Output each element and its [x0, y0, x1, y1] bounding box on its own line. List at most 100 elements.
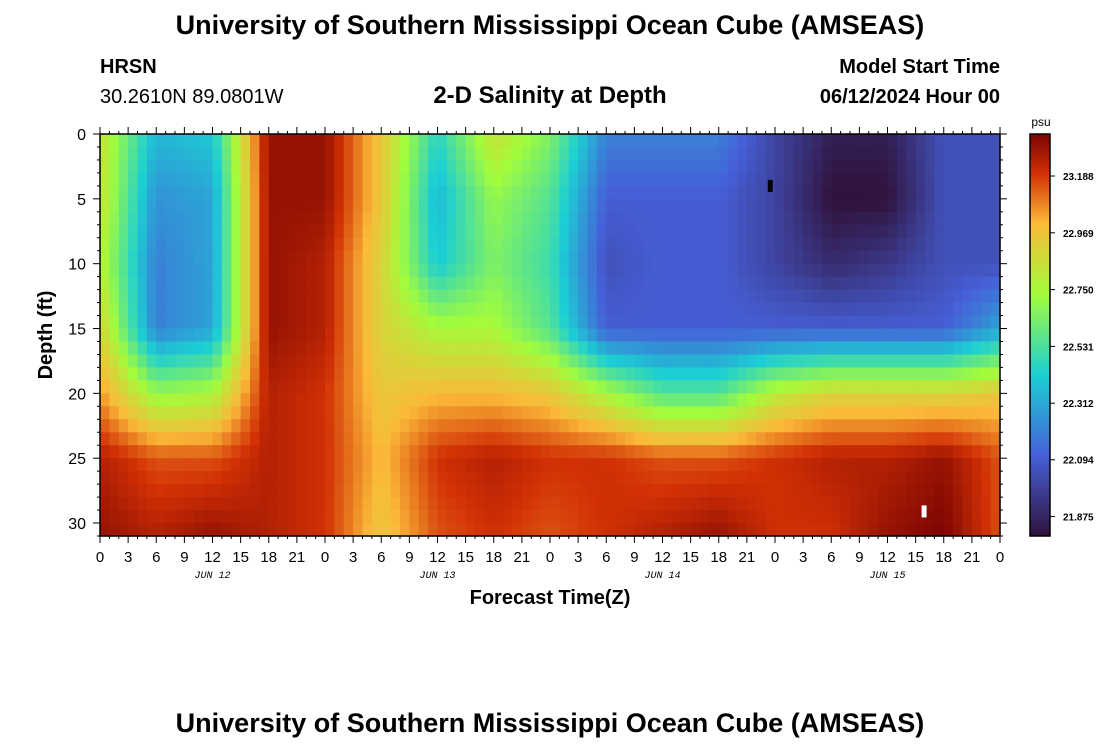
heatmap-cell	[971, 484, 982, 498]
heatmap-cell	[915, 471, 926, 485]
x-tick-label: 21	[739, 549, 756, 566]
heatmap-cell	[559, 237, 570, 252]
heatmap-cell	[212, 393, 223, 407]
heatmap-cell	[559, 224, 570, 239]
heatmap-cell	[746, 250, 757, 265]
heatmap-cell	[737, 406, 748, 420]
x-tick-label: 6	[602, 549, 610, 566]
heatmap-cell	[250, 198, 260, 213]
heatmap-cell	[690, 380, 701, 394]
heatmap-cell	[343, 198, 354, 213]
heatmap-cell	[287, 211, 298, 226]
heatmap-cell	[409, 510, 420, 524]
heatmap-cell	[250, 146, 260, 161]
heatmap-cell	[962, 367, 973, 381]
heatmap-cell	[437, 328, 448, 343]
heatmap-cell	[531, 185, 542, 200]
heatmap-cell	[418, 276, 429, 291]
heatmap-cell	[203, 354, 214, 369]
heatmap-cell	[925, 211, 935, 226]
heatmap-cell	[231, 380, 242, 394]
heatmap-cell	[250, 458, 260, 472]
heatmap-cell	[109, 341, 120, 356]
heatmap-cell	[484, 159, 495, 174]
heatmap-cell	[446, 159, 457, 174]
heatmap-cell	[156, 146, 167, 161]
heatmap-cell	[578, 198, 589, 213]
heatmap-cell	[953, 497, 964, 511]
heatmap-cell	[934, 406, 945, 420]
heatmap-cell	[296, 523, 307, 537]
heatmap-cell	[606, 393, 617, 407]
heatmap-cell	[475, 367, 485, 381]
heatmap-cell	[512, 211, 523, 226]
x-tick-label: 3	[574, 549, 582, 566]
heatmap-cell	[475, 406, 485, 420]
heatmap-cell	[325, 185, 335, 200]
heatmap-cell	[109, 315, 120, 330]
heatmap-cell	[193, 289, 204, 304]
heatmap-cell	[381, 341, 392, 356]
heatmap-cell	[128, 458, 139, 472]
heatmap-cell	[587, 172, 598, 187]
heatmap-cell	[278, 146, 289, 161]
heatmap-cell	[334, 263, 345, 278]
heatmap-cell	[559, 289, 570, 304]
heatmap-cell	[568, 198, 579, 213]
heatmap-cell	[278, 185, 289, 200]
heatmap-cell	[840, 302, 851, 317]
heatmap-cell	[184, 315, 195, 330]
heatmap-cell	[268, 393, 279, 407]
heatmap-cell	[212, 146, 223, 161]
heatmap-cell	[287, 419, 298, 433]
heatmap-cell	[184, 328, 195, 343]
heatmap-cell	[887, 224, 898, 239]
heatmap-cell	[484, 185, 495, 200]
heatmap-cell	[278, 354, 289, 369]
heatmap-cell	[896, 484, 907, 498]
heatmap-cell	[850, 354, 860, 369]
heatmap-cell	[475, 211, 485, 226]
heatmap-cell	[446, 146, 457, 161]
heatmap-cell	[812, 315, 823, 330]
heatmap-cell	[400, 224, 410, 239]
heatmap-cell	[775, 134, 785, 148]
heatmap-cell	[503, 146, 514, 161]
heatmap-cell	[943, 211, 954, 226]
heatmap-cell	[259, 237, 270, 252]
heatmap-cell	[409, 250, 420, 265]
heatmap-cell	[962, 185, 973, 200]
heatmap-cell	[887, 302, 898, 317]
heatmap-cell	[653, 471, 664, 485]
x-tick-label: 15	[232, 549, 249, 566]
heatmap-cell	[765, 146, 776, 161]
heatmap-cell	[437, 484, 448, 498]
heatmap-cell	[446, 354, 457, 369]
heatmap-cell	[587, 484, 598, 498]
heatmap-cell	[775, 510, 785, 524]
heatmap-cell	[662, 315, 673, 330]
heatmap-cell	[493, 432, 504, 446]
heatmap-cell	[671, 172, 682, 187]
heatmap-cell	[343, 445, 354, 459]
heatmap-cell	[493, 172, 504, 187]
heatmap-cell	[165, 510, 176, 524]
heatmap-cell	[812, 224, 823, 239]
heatmap-cell	[531, 224, 542, 239]
heatmap-cell	[118, 510, 129, 524]
heatmap-cell	[831, 367, 842, 381]
heatmap-cell	[615, 341, 626, 356]
heatmap-cell	[531, 406, 542, 420]
heatmap-cell	[540, 341, 551, 356]
heatmap-cell	[503, 237, 514, 252]
heatmap-cell	[456, 432, 467, 446]
heatmap-cell	[156, 354, 167, 369]
heatmap-cell	[493, 328, 504, 343]
heatmap-cell	[915, 367, 926, 381]
heatmap-cell	[596, 497, 607, 511]
heatmap-cell	[165, 432, 176, 446]
heatmap-cell	[821, 250, 832, 265]
heatmap-cell	[840, 523, 851, 537]
heatmap-cell	[184, 198, 195, 213]
heatmap-cell	[503, 510, 514, 524]
